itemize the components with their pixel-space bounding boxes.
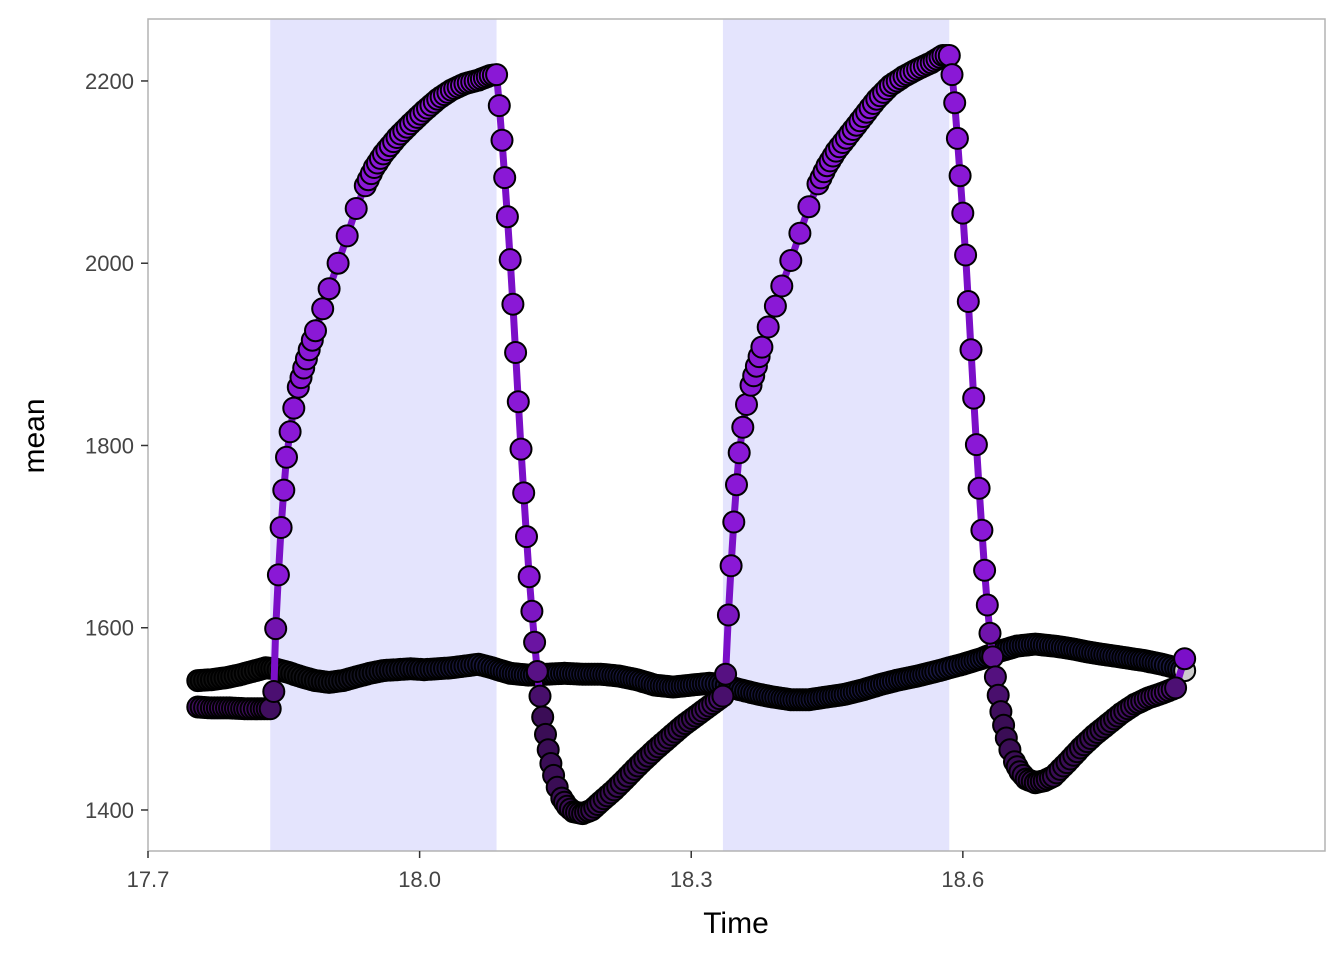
y-tick-label: 2200 [85, 69, 134, 94]
series-0-point [317, 277, 341, 301]
y-tick-label: 1400 [85, 798, 134, 823]
series-0-point [501, 292, 525, 316]
series-0-point [959, 338, 983, 362]
series-0-point [269, 516, 293, 539]
series-0-point [978, 621, 1002, 645]
series-0-point [485, 63, 509, 87]
series-0-point [975, 593, 999, 617]
series-0-point [727, 441, 751, 465]
series-0-point [512, 481, 536, 505]
series-0-point [311, 297, 335, 321]
series-0-point [973, 558, 997, 582]
x-tick-label: 18.3 [670, 867, 713, 892]
series-0-point [264, 617, 288, 641]
series-0-point [719, 554, 743, 578]
series-0-point [970, 518, 994, 542]
series-0-point [951, 201, 975, 225]
series-0-point [779, 249, 803, 272]
series-0-point [266, 563, 290, 587]
series-0-point [506, 390, 530, 414]
series-0-point [262, 680, 286, 703]
y-tick-label: 1600 [85, 616, 134, 641]
x-tick-label: 18.6 [941, 867, 984, 892]
series-0-point [797, 195, 821, 219]
series-0-point [714, 662, 738, 686]
x-tick-label: 17.7 [127, 867, 170, 892]
series-0-point [788, 221, 812, 245]
x-tick-label: 18.0 [398, 867, 441, 892]
series-0-point [940, 63, 964, 87]
x-axis-title: Time [703, 907, 769, 940]
series-0-point [304, 319, 327, 343]
series-0-point [517, 565, 541, 589]
series-0-point [487, 94, 511, 118]
series-0-point [520, 599, 544, 623]
series-0-point [770, 274, 794, 298]
series-0-point [504, 341, 528, 364]
series-0-point [722, 510, 746, 534]
series-0-point [272, 478, 296, 502]
series-0-point [735, 393, 758, 416]
series-0-point [964, 433, 988, 457]
series-0-point [943, 91, 967, 115]
series-0-point [495, 205, 519, 229]
series-0-point [954, 243, 978, 267]
series-0-point [275, 445, 298, 469]
series-0-point [962, 386, 986, 410]
series-0-point [523, 630, 547, 654]
series-0-point [493, 166, 517, 190]
series-0-point [335, 224, 359, 248]
series-0-point [750, 335, 774, 359]
series-0-point [937, 44, 961, 67]
series-0-point [509, 437, 533, 461]
series-0-point [326, 251, 350, 275]
series-0-point [1173, 647, 1197, 671]
series-0 [186, 44, 1197, 826]
series-0-point [528, 684, 552, 708]
series-0-point [945, 126, 969, 150]
series-0-point [967, 476, 991, 500]
y-axis-title: mean [18, 398, 51, 473]
series-0-point [278, 420, 302, 444]
series-1 [186, 632, 1197, 712]
y-tick-label: 2000 [85, 251, 134, 276]
series-0-point [956, 290, 980, 313]
series-0-point [515, 525, 538, 549]
series-0-point [344, 197, 368, 220]
series-0-point [981, 645, 1005, 669]
series-0-point [725, 473, 748, 497]
y-tick-label: 1800 [85, 433, 134, 458]
series-0-point [525, 660, 549, 683]
plot-panel-border [147, 18, 1326, 852]
series-0-point [282, 396, 306, 420]
series-0-point [731, 415, 755, 439]
series-0-point [716, 603, 740, 627]
series-0-point [711, 684, 735, 708]
series-0-point [948, 164, 972, 188]
series-0-point [498, 248, 522, 272]
series-0-point [763, 294, 787, 318]
series-layer [186, 44, 1197, 826]
axes: 17.7 18.0 18.3 18.6 1400 1600 1800 2000 2200 [85, 69, 984, 892]
series-0-point [490, 128, 514, 152]
series-0-point [756, 315, 780, 339]
series-0-point [1164, 676, 1188, 700]
